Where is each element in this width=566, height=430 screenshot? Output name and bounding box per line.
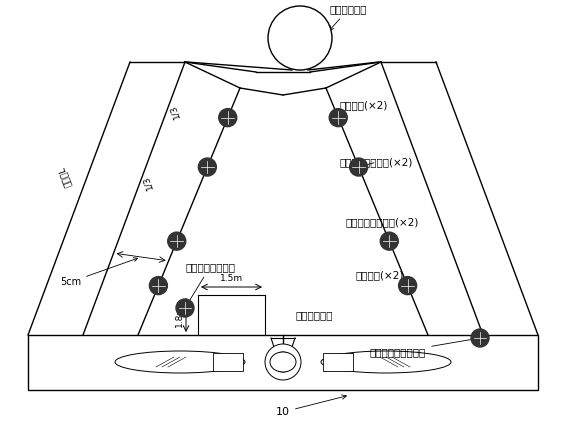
Text: 壁温测点(×2): 壁温测点(×2) [340, 100, 388, 116]
Circle shape [219, 109, 237, 127]
Text: 蕲气分配管道: 蕲气分配管道 [329, 4, 367, 30]
Text: 翅片换热管束: 翅片换热管束 [295, 310, 332, 320]
Circle shape [471, 329, 489, 347]
Text: 1.5m: 1.5m [220, 274, 243, 283]
Text: 1.8m: 1.8m [175, 304, 184, 326]
Text: 总长度L: 总长度L [57, 165, 73, 188]
Circle shape [168, 232, 186, 250]
Ellipse shape [321, 351, 451, 373]
Circle shape [176, 299, 194, 317]
Circle shape [380, 232, 398, 250]
Text: 1/3: 1/3 [168, 103, 181, 120]
Text: 空气出口温度测点(×2): 空气出口温度测点(×2) [345, 217, 418, 238]
Text: 凝结水温测点（右Ｉ: 凝结水温测点（右Ｉ [370, 337, 477, 357]
Ellipse shape [115, 351, 245, 373]
Circle shape [198, 158, 216, 176]
Text: 空气入口温度测点: 空气入口温度测点 [185, 262, 235, 305]
Ellipse shape [270, 352, 296, 372]
Circle shape [329, 109, 347, 127]
Text: 壁温测点(×2): 壁温测点(×2) [355, 270, 404, 285]
Text: 10: 10 [276, 395, 346, 417]
Bar [213, 353, 243, 371]
Circle shape [268, 6, 332, 70]
Circle shape [350, 158, 368, 176]
Bar [323, 353, 353, 371]
Text: 1/3: 1/3 [142, 174, 155, 191]
Circle shape [149, 276, 168, 295]
Circle shape [398, 276, 417, 295]
Circle shape [273, 352, 293, 372]
Circle shape [265, 344, 301, 380]
Text: 5cm: 5cm [60, 258, 138, 287]
Bar [28, 335, 538, 390]
Text: 空气出口温度测点(×2): 空气出口温度测点(×2) [340, 157, 413, 167]
